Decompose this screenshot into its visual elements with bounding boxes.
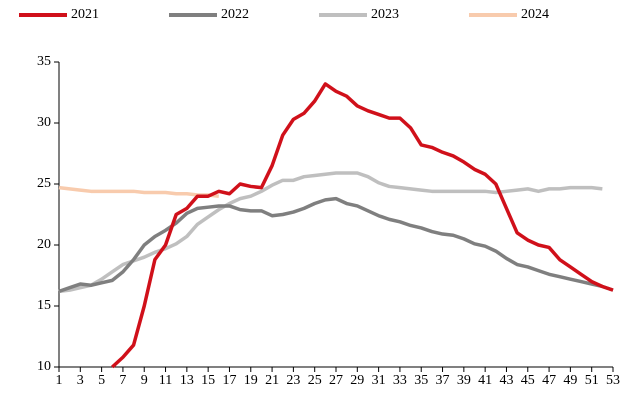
x-tick-label: 27 <box>329 373 343 388</box>
x-tick-label: 53 <box>606 373 620 388</box>
x-tick-label: 49 <box>563 373 577 388</box>
x-tick-label: 15 <box>201 373 215 388</box>
x-tick-label: 25 <box>308 373 322 388</box>
x-tick-label: 51 <box>585 373 599 388</box>
legend-label: 2024 <box>521 7 549 22</box>
x-tick-label: 11 <box>159 373 172 388</box>
series-line <box>58 196 614 294</box>
y-tick-label: 35 <box>37 54 51 69</box>
x-tick-label: 5 <box>98 373 105 388</box>
y-tick-label: 25 <box>37 176 51 191</box>
x-tick-label: 41 <box>478 373 492 388</box>
x-tick-label: 9 <box>141 373 148 388</box>
x-tick-label: 21 <box>265 373 279 388</box>
x-tick-label: 33 <box>393 373 407 388</box>
x-tick-label: 13 <box>180 373 194 388</box>
x-tick-label: 1 <box>56 373 63 388</box>
x-tick-label: 19 <box>244 373 258 388</box>
x-tick-label: 17 <box>222 373 236 388</box>
x-tick-label: 43 <box>499 373 513 388</box>
series-line <box>111 82 614 369</box>
y-tick-label: 15 <box>37 298 51 313</box>
y-tick-label: 30 <box>37 115 51 130</box>
x-tick-label: 35 <box>414 373 428 388</box>
x-tick-label: 47 <box>542 373 556 388</box>
legend-label: 2021 <box>71 7 99 22</box>
y-tick-label: 20 <box>37 237 51 252</box>
legend-label: 2023 <box>371 7 399 22</box>
x-tick-label: 45 <box>521 373 535 388</box>
legend-label: 2022 <box>221 7 249 22</box>
series-line <box>58 171 603 294</box>
y-tick-label: 10 <box>37 359 51 374</box>
x-tick-label: 7 <box>119 373 126 388</box>
x-tick-label: 3 <box>77 373 84 388</box>
x-tick-label: 37 <box>436 373 450 388</box>
x-tick-label: 39 <box>457 373 471 388</box>
series-line <box>58 185 220 198</box>
x-tick-label: 29 <box>350 373 364 388</box>
x-tick-label: 23 <box>286 373 300 388</box>
x-tick-label: 31 <box>372 373 386 388</box>
